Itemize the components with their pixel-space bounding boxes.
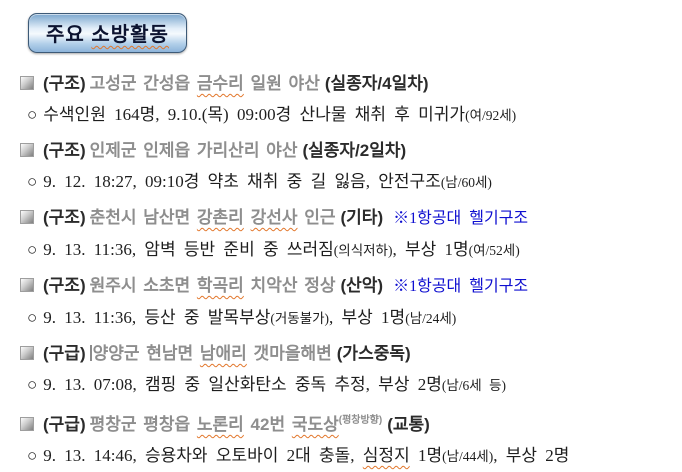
list-item: (구조) 인제군 인제읍 가리산리 야산 (실종자/2일차) ○ 9. 12. 18:… xyxy=(20,138,682,195)
location-text: 고성군 간성읍 금수리 일원 야산 xyxy=(90,74,320,93)
detail-text: 9. 13. 14:46, 승용차와 오토바이 2대 충돌, xyxy=(43,446,363,465)
item-detail: ○ 9. 13. 07:08, 캠핑 중 일산화탄소 중독 추정, 부상 2명(남… xyxy=(27,372,682,398)
location-segment: 양양군 현남면 xyxy=(92,344,200,363)
location-segment: 춘천시 남산면 xyxy=(89,208,197,227)
heli-rescue-note: ※1항공대 헬기구조 xyxy=(393,210,529,227)
status-tag: (가스중독) xyxy=(336,344,411,363)
square-bullet-icon xyxy=(20,278,34,292)
detail-text: , 부상 1명 xyxy=(392,240,469,259)
list-item: (구조) 고성군 간성읍 금수리 일원 야산 (실종자/4일차) ○ 수색인원 164… xyxy=(20,71,682,128)
location-segment: 갯마을해변 xyxy=(246,344,332,363)
category-label: (구조) xyxy=(43,276,86,295)
location-misspelled-word: 강촌리 xyxy=(196,208,244,227)
item-detail: ○ 9. 13. 11:36, 암벽 등반 준비 중 쓰러짐(의식저하), 부상 … xyxy=(27,237,682,263)
item-heading: (구급) 평창군 평창읍 노론리 42번 국도상(평창방향) (교통) xyxy=(20,408,682,437)
location-misspelled-word: 강선사 xyxy=(250,208,298,227)
item-detail: ○ 9. 13. 14:46, 승용차와 오토바이 2대 충돌, 심정지 1명(남… xyxy=(27,443,682,469)
item-heading: (구조) 춘천시 남산면 강촌리 강선사 인근 (기타) ※1항공대 헬기구조 xyxy=(20,205,682,231)
status-tag: (교통) xyxy=(387,415,430,434)
circle-marker: ○ xyxy=(27,446,38,465)
detail-text: , 부상 2명 xyxy=(493,446,570,465)
circle-marker: ○ xyxy=(27,308,38,327)
detail-text: 9. 13. 11:36, 등산 중 발목부상 xyxy=(43,308,271,327)
detail-text: 9. 12. 18:27, 09:10경 약초 채취 중 길 잃음, 안전구조 xyxy=(43,172,441,191)
circle-marker: ○ xyxy=(27,240,38,259)
detail-parenthetical: (남/44세) xyxy=(442,449,494,464)
item-detail: ○ 9. 12. 18:27, 09:10경 약초 채취 중 길 잃음, 안전구조… xyxy=(27,169,682,195)
detail-misspelled-word: 심정지 xyxy=(362,446,410,465)
category-label: (구조) xyxy=(43,208,86,227)
square-bullet-icon xyxy=(20,76,34,90)
category-label: (구조) xyxy=(43,141,86,160)
circle-marker: ○ xyxy=(27,172,38,191)
location-text: 춘천시 남산면 강촌리 강선사 인근 xyxy=(90,208,336,227)
detail-parenthetical: (남/24세) xyxy=(405,311,457,326)
location-segment: 인제군 인제읍 가리산리 야산 xyxy=(89,141,298,160)
detail-text: 9. 13. 07:08, 캠핑 중 일산화탄소 중독 추정, 부상 2명 xyxy=(43,375,442,394)
page-title-wavy-text: 소방활동 xyxy=(91,24,169,46)
list-item: (구조) 춘천시 남산면 강촌리 강선사 인근 (기타) ※1항공대 헬기구조 ○ 9.… xyxy=(20,205,682,263)
location-text: 양양군 현남면 남애리 갯마을해변 xyxy=(93,344,332,363)
location-segment: 원주시 소초면 xyxy=(89,276,197,295)
list-item: (구급) 평창군 평창읍 노론리 42번 국도상(평창방향) (교통) ○ 9. 13… xyxy=(20,408,682,469)
detail-text: 수색인원 164명, 9.10.(목) 09:00경 산나물 채취 후 미귀가 xyxy=(43,105,466,124)
item-heading: (구조) 고성군 간성읍 금수리 일원 야산 (실종자/4일차) xyxy=(20,71,682,96)
item-heading: (구급) 양양군 현남면 남애리 갯마을해변 (가스중독) xyxy=(20,341,682,366)
category-label: (구급) xyxy=(43,344,86,363)
detail-text: 9. 13. 11:36, 암벽 등반 준비 중 쓰러짐 xyxy=(43,240,334,259)
circle-marker: ○ xyxy=(27,105,38,124)
location-text: 원주시 소초면 학곡리 치악산 정상 xyxy=(90,276,336,295)
square-bullet-icon xyxy=(20,143,34,157)
location-text: 인제군 인제읍 가리산리 야산 xyxy=(90,141,298,160)
location-text: 평창군 평창읍 노론리 42번 국도상(평창방향) xyxy=(90,415,383,434)
detail-parenthetical: (여/92세) xyxy=(465,108,517,123)
location-segment: 42번 xyxy=(243,415,292,434)
list-item: (구급) 양양군 현남면 남애리 갯마을해변 (가스중독) ○ 9. 13. 07:0… xyxy=(20,341,682,398)
square-bullet-icon xyxy=(20,210,34,224)
location-segment: 인근 xyxy=(297,208,336,227)
item-heading: (구조) 인제군 인제읍 가리산리 야산 (실종자/2일차) xyxy=(20,138,682,163)
location-misspelled-word: 노론리 xyxy=(196,415,244,434)
heli-rescue-note: ※1항공대 헬기구조 xyxy=(393,278,529,295)
location-segment: 고성군 간성읍 xyxy=(89,74,197,93)
category-label: (구급) xyxy=(43,415,86,434)
detail-parenthetical: (의식저하) xyxy=(333,243,393,258)
direction-superscript: (평창방향) xyxy=(338,415,383,426)
location-segment: 일원 야산 xyxy=(243,74,320,93)
location-misspelled-word: 국도상 xyxy=(291,415,339,434)
status-tag: (실종자/4일차) xyxy=(324,74,429,93)
text-cursor xyxy=(89,345,92,361)
item-detail: ○ 9. 13. 11:36, 등산 중 발목부상(거동불가), 부상 1명(남/… xyxy=(27,305,682,331)
detail-parenthetical: (남/60세) xyxy=(440,175,492,190)
detail-parenthetical: (여/52세) xyxy=(468,243,520,258)
location-misspelled-word: 금수리 xyxy=(196,74,244,93)
detail-text: , 부상 1명 xyxy=(329,308,406,327)
location-misspelled-word: 학곡리 xyxy=(196,276,244,295)
section-title-banner: 주요 소방활동 xyxy=(28,13,187,53)
item-detail: ○ 수색인원 164명, 9.10.(목) 09:00경 산나물 채취 후 미귀가… xyxy=(27,102,682,128)
square-bullet-icon xyxy=(20,346,34,360)
square-bullet-icon xyxy=(20,417,34,431)
location-segment: 치악산 정상 xyxy=(243,276,336,295)
circle-marker: ○ xyxy=(27,375,38,394)
item-heading: (구조) 원주시 소초면 학곡리 치악산 정상 (산악) ※1항공대 헬기구조 xyxy=(20,273,682,299)
category-label: (구조) xyxy=(43,74,86,93)
status-tag: (산악) xyxy=(340,276,384,295)
detail-parenthetical: (거동불가) xyxy=(270,311,330,326)
detail-text: 1명 xyxy=(409,446,443,465)
status-tag: (실종자/2일차) xyxy=(302,141,407,160)
location-segment: 평창군 평창읍 xyxy=(89,415,197,434)
location-segment xyxy=(244,208,251,227)
page-title: 주요 소방활동 xyxy=(46,24,169,46)
list-item: (구조) 원주시 소초면 학곡리 치악산 정상 (산악) ※1항공대 헬기구조 ○ 9.… xyxy=(20,273,682,331)
status-tag: (기타) xyxy=(340,208,384,227)
detail-parenthetical: (남/6세 등) xyxy=(441,378,506,393)
activity-list: (구조) 고성군 간성읍 금수리 일원 야산 (실종자/4일차) ○ 수색인원 164… xyxy=(20,71,682,469)
page-title-text: 주요 xyxy=(46,24,92,46)
location-misspelled-word: 남애리 xyxy=(199,344,247,363)
